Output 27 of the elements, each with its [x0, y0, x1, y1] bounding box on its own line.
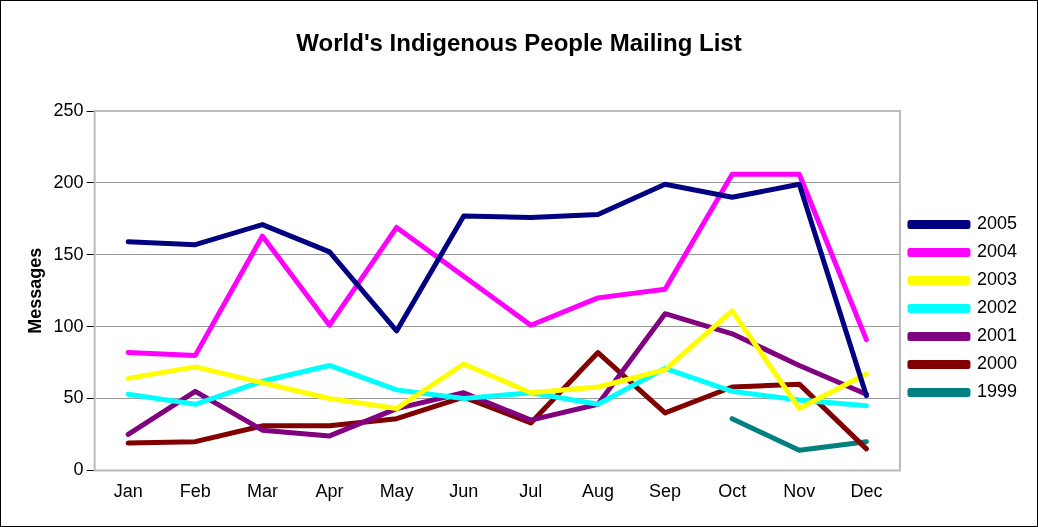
legend-label: 2005 [976, 213, 1017, 234]
y-tick-label: 100 [53, 315, 84, 336]
legend-label: 2000 [976, 353, 1017, 374]
y-tick-label: 250 [53, 99, 84, 120]
y-tick-label: 0 [73, 459, 84, 480]
x-tick-label: May [379, 481, 414, 502]
legend-label: 1999 [976, 381, 1017, 402]
x-tick-label: Nov [783, 481, 816, 502]
y-tick-label: 50 [63, 387, 84, 408]
x-tick-label: Jan [113, 481, 143, 502]
x-tick-label: Mar [246, 481, 278, 502]
x-tick-label: Jun [449, 481, 479, 502]
legend-label: 2004 [976, 241, 1017, 262]
legend-label: 2001 [976, 325, 1017, 346]
legend-label: 2003 [976, 269, 1017, 290]
x-tick-label: Oct [718, 481, 747, 502]
y-axis-title: Messages [24, 247, 45, 334]
y-tick-label: 150 [53, 243, 84, 264]
x-tick-label: Aug [581, 481, 614, 502]
y-tick-label: 200 [53, 171, 84, 192]
x-tick-label: Dec [850, 481, 883, 502]
x-tick-label: Jul [519, 481, 543, 502]
x-tick-label: Feb [179, 481, 211, 502]
x-tick-label: Apr [315, 481, 344, 502]
x-tick-label: Sep [649, 481, 682, 502]
legend-label: 2002 [976, 297, 1017, 318]
chart-title: World's Indigenous People Mailing List [295, 29, 743, 57]
